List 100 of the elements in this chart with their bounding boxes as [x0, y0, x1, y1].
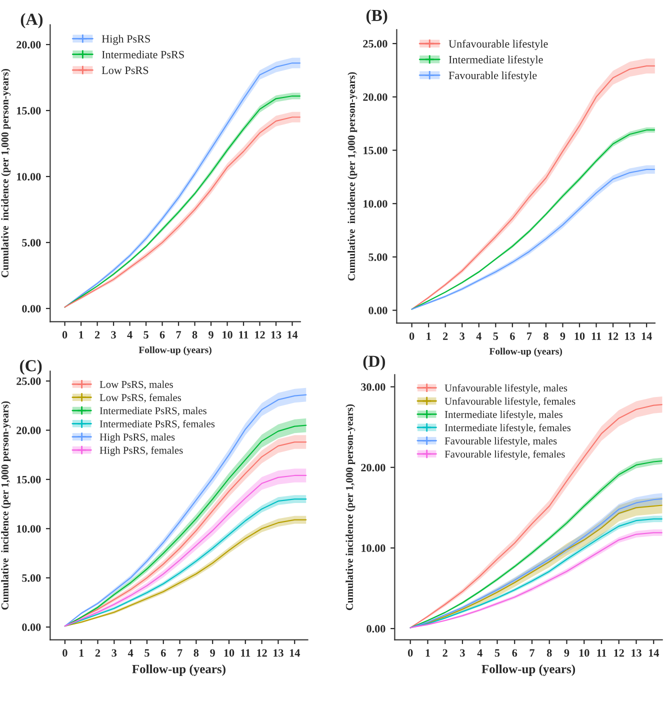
- x-tick-label: 5: [493, 332, 498, 340]
- x-tick-label: 6: [510, 332, 515, 340]
- x-tick-label: 12: [257, 649, 267, 657]
- legend-label: Favourable lifestyle: [448, 71, 537, 82]
- legend-label: Favourable lifestyle, females: [444, 450, 565, 460]
- legend-label: Unfavourable lifestyle, females: [444, 397, 576, 407]
- legend-label: Intermediate lifestyle, females: [444, 424, 571, 434]
- x-tick-label: 1: [79, 649, 84, 657]
- y-tick-label: 10.00: [17, 172, 41, 181]
- y-axis-title: Cumulative incidence (per 1,000 person-years): [348, 72, 358, 281]
- x-axis-title: Follow-up (years): [489, 348, 562, 357]
- y-tick-label: 20.00: [361, 464, 386, 472]
- y-tick-label: 20.00: [16, 426, 41, 434]
- x-tick-label: 10: [222, 331, 232, 339]
- x-tick-label: 12: [255, 331, 265, 338]
- x-tick-label: 8: [192, 331, 198, 339]
- x-tick-label: 4: [477, 649, 482, 657]
- chart-title: (A): [20, 13, 43, 28]
- x-tick-label: 6: [160, 331, 165, 339]
- x-tick-label: 9: [564, 649, 570, 657]
- x-tick-label: 7: [530, 649, 534, 657]
- x-tick-label: 9: [208, 331, 214, 339]
- x-tick-label: 4: [476, 332, 482, 340]
- x-tick-label: 3: [460, 332, 465, 340]
- y-tick-label: 10.00: [362, 544, 386, 552]
- x-tick-label: 4: [128, 649, 134, 657]
- y-tick-label: 25.00: [363, 40, 388, 48]
- x-tick-label: 5: [144, 649, 150, 657]
- y-tick-label: 25.00: [16, 377, 41, 386]
- legend-label: Intermediate PsRS, females: [100, 420, 215, 429]
- legend-label: Unfavourable lifestyle: [448, 40, 548, 50]
- y-tick-label: 0.00: [22, 304, 41, 312]
- y-tick-label: 20.00: [363, 93, 388, 101]
- x-tick-label: 0: [409, 332, 414, 340]
- x-axis-title: Follow-up (years): [132, 664, 226, 676]
- x-tick-label: 1: [426, 649, 430, 657]
- x-tick-label: 10: [574, 332, 585, 340]
- x-tick-label: 2: [95, 649, 100, 657]
- legend-label: High PsRS, males: [100, 433, 175, 443]
- x-tick-label: 7: [176, 331, 182, 338]
- legend-label: Unfavourable lifestyle, males: [444, 384, 568, 394]
- x-tick-label: 7: [527, 332, 532, 340]
- x-tick-label: 13: [274, 649, 284, 657]
- legend-label: Intermediate lifestyle: [448, 55, 543, 66]
- y-axis-title: Cumulative incidence (per 1,000 person-years): [1, 69, 11, 278]
- legend-label: Intermediate PsRS, males: [100, 406, 206, 416]
- x-tick-label: 10: [224, 649, 234, 657]
- y-tick-label: 10.00: [17, 525, 41, 533]
- legend-label: Low PsRS, males: [100, 380, 173, 390]
- x-tick-label: 6: [160, 649, 166, 657]
- x-tick-label: 8: [544, 332, 548, 340]
- y-tick-label: 5.00: [22, 574, 41, 582]
- x-tick-label: 1: [79, 331, 84, 338]
- y-tick-label: 10.00: [364, 200, 388, 208]
- x-tick-label: 3: [111, 331, 116, 339]
- x-tick-label: 3: [460, 649, 465, 657]
- y-tick-label: 15.00: [364, 146, 388, 154]
- x-tick-label: 9: [210, 649, 215, 657]
- chart-title: (D): [363, 355, 385, 370]
- x-tick-label: 14: [290, 649, 300, 657]
- x-tick-label: 8: [194, 649, 199, 657]
- legend-label: Intermediate lifestyle, males: [444, 410, 562, 420]
- x-tick-label: 11: [239, 331, 248, 338]
- x-tick-label: 14: [642, 332, 652, 340]
- x-tick-label: 2: [442, 649, 448, 657]
- x-tick-label: 13: [625, 332, 635, 340]
- legend-label: Low PsRS: [102, 66, 148, 74]
- x-tick-label: 8: [546, 649, 552, 657]
- y-tick-label: 5.00: [368, 253, 388, 261]
- y-tick-label: 0.00: [366, 625, 386, 633]
- x-tick-label: 14: [288, 331, 298, 338]
- x-tick-label: 13: [632, 649, 642, 657]
- x-tick-label: 5: [144, 331, 148, 339]
- x-tick-label: 0: [62, 331, 68, 339]
- x-tick-label: 7: [178, 649, 182, 657]
- x-tick-label: 6: [512, 649, 518, 657]
- legend-label: High PsRS, females: [100, 446, 183, 456]
- x-tick-label: 14: [648, 649, 659, 657]
- x-tick-label: 0: [62, 649, 68, 657]
- x-tick-label: 10: [579, 649, 590, 657]
- x-tick-label: 12: [614, 649, 624, 657]
- chart-title: (C): [20, 360, 42, 375]
- y-axis-title: Cumulative incidence (per 1,000 person-years): [346, 404, 356, 610]
- chart-title: (B): [366, 9, 388, 24]
- x-tick-label: 4: [127, 331, 132, 338]
- x-tick-label: 3: [112, 649, 117, 657]
- x-tick-label: 13: [271, 331, 282, 339]
- y-tick-label: 5.00: [22, 238, 41, 247]
- y-tick-label: 30.00: [361, 383, 386, 391]
- x-tick-label: 9: [560, 332, 566, 340]
- x-axis-title: Follow-up (years): [482, 664, 576, 676]
- x-tick-label: 2: [94, 331, 100, 338]
- y-tick-label: 15.00: [17, 476, 41, 484]
- x-tick-label: 0: [408, 649, 413, 657]
- legend-label: Intermediate PsRS: [102, 50, 184, 58]
- y-tick-label: 0.00: [22, 624, 41, 632]
- y-tick-label: 20.00: [16, 41, 41, 49]
- x-tick-label: 11: [592, 332, 601, 340]
- x-tick-label: 2: [443, 332, 448, 340]
- y-axis-title: Cumulative incidence (per 1,000 person-years): [1, 401, 11, 610]
